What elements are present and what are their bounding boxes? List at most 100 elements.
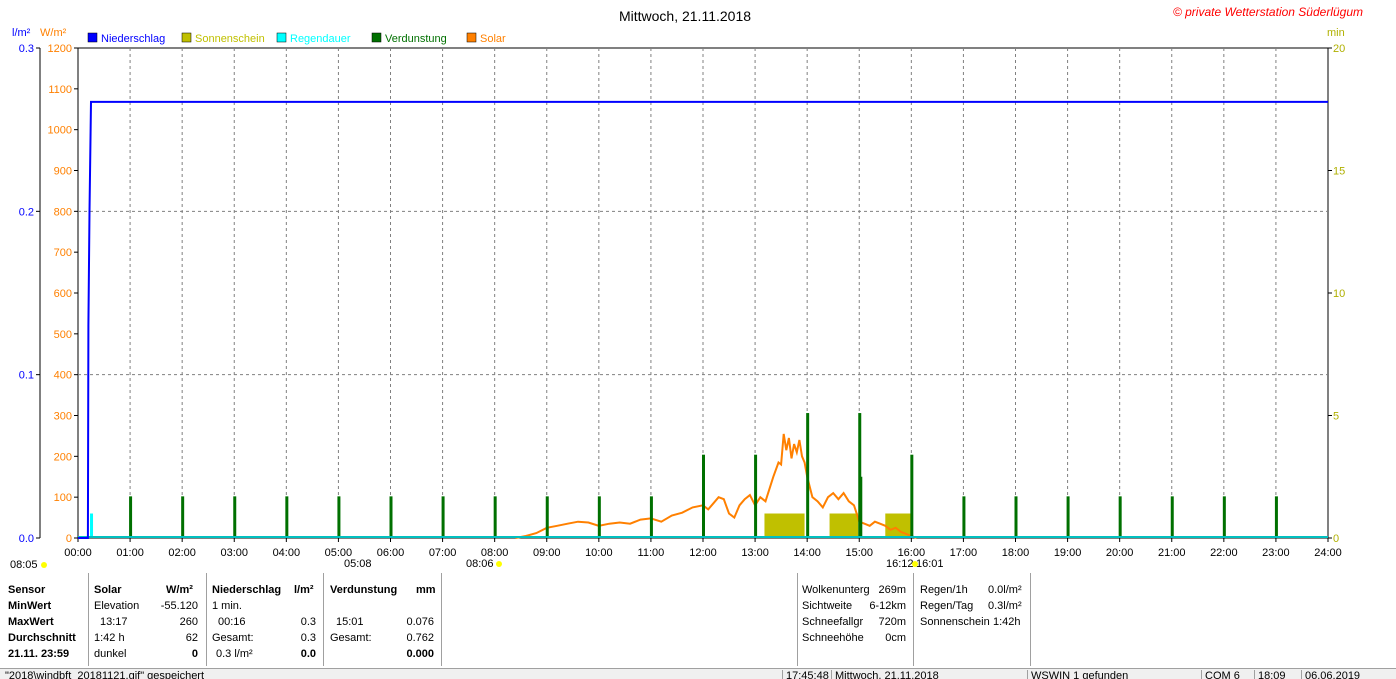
sunshine-label: Sonnenschein: [920, 616, 990, 628]
x-tick-label: 11:00: [638, 547, 665, 559]
divider: [323, 573, 324, 666]
x-tick-label: 00:00: [64, 547, 92, 559]
y-axis-left: 0.0 0.1 0.2 0.3 0 100 200 300 400 500 600 700 800 900…: [19, 43, 78, 545]
evaporation-bar: [649, 496, 653, 538]
rain-tick-label: 0.2: [19, 206, 34, 218]
rain-max-value: 0.3: [300, 616, 316, 628]
sunset-right-label: 16:01: [916, 558, 944, 570]
visibility-value: 6-12km: [869, 600, 906, 612]
rain-now-value: 0.0: [300, 648, 316, 660]
solar-tick-label: 400: [54, 370, 72, 382]
sunrise-sun-icon: [41, 562, 47, 568]
x-tick-label: 14:00: [793, 547, 821, 559]
evaporation-bar: [1170, 496, 1174, 538]
minutes-tick-label: 5: [1333, 411, 1339, 423]
rain-duration-bar: [90, 513, 94, 538]
evaporation-bar: [1014, 496, 1018, 538]
legend-swatch: [181, 32, 192, 43]
evaporation-heading: Verdunstung: [330, 584, 398, 596]
x-tick-label: 01:00: [116, 547, 144, 559]
divider: [797, 573, 798, 666]
evaporation-bar: [129, 496, 133, 538]
x-tick-label: 19:00: [1054, 547, 1082, 559]
sunrise-label: 08:05: [10, 559, 38, 571]
maxwert-label: MaxWert: [8, 616, 54, 628]
sensor-heading: Sensor: [8, 584, 46, 596]
rain-tick-label: 0.0: [19, 533, 34, 545]
solar-avg-time: 1:42 h: [94, 632, 125, 644]
status-port: COM 6: [1201, 670, 1240, 679]
status-today: 06.06.2019: [1301, 670, 1360, 679]
solar-tick-label: 500: [54, 329, 72, 341]
minutes-tick-label: 15: [1333, 166, 1345, 178]
evaporation-bar: [1118, 496, 1122, 538]
sunshine-block: [764, 513, 805, 538]
minutes-tick-label: 0: [1333, 533, 1339, 545]
solar-min-label: Elevation: [94, 600, 140, 612]
legend-swatch: [371, 32, 382, 43]
evaporation-bar: [962, 496, 966, 538]
status-device: WSWIN 1 gefunden: [1027, 670, 1128, 679]
sunshine-value: 1:42h: [993, 616, 1021, 628]
solar-min-value: -55.120: [160, 600, 198, 612]
rain-day-label: Regen/Tag: [920, 600, 974, 612]
snow-depth-label: Schneehöhe: [802, 632, 864, 644]
evaporation-bar: [389, 496, 393, 538]
evaporation-now-value: 0.000: [406, 648, 434, 660]
rain-tick-label: 0.1: [19, 370, 34, 382]
status-message: "2018\windbft_20181121.gif" gespeichert: [5, 670, 205, 679]
evaporation-bar: [337, 496, 341, 538]
sunshine-block: [829, 513, 859, 538]
divider: [206, 573, 207, 666]
rain-total-label: Gesamt:: [212, 632, 254, 644]
other-marker-label: 05:08: [344, 558, 372, 570]
evaporation-bar: [493, 496, 497, 538]
status-bar: "2018\windbft_20181121.gif" gespeichert …: [0, 668, 1396, 679]
x-tick-label: 10:00: [585, 547, 613, 559]
legend-label: Sonnenschein: [195, 33, 265, 45]
x-tick-label: 21:00: [1158, 547, 1186, 559]
x-tick-label: 07:00: [429, 547, 457, 559]
legend-swatch: [466, 32, 477, 43]
x-tick-label: 17:00: [950, 547, 978, 559]
x-tick-label: 09:00: [533, 547, 561, 559]
evaporation-bar: [1222, 496, 1226, 538]
evaporation-bar: [702, 454, 705, 538]
evaporation-bar: [754, 454, 758, 538]
evaporation-unit: mm: [416, 584, 436, 596]
precipitation-line: [78, 100, 1328, 539]
solar-tick-label: 1200: [48, 43, 72, 55]
x-tick-label: 24:00: [1314, 547, 1342, 559]
sunrise-bottom-sun-icon: [496, 561, 502, 567]
divider: [88, 573, 89, 666]
rain-unit-label: l/m²: [12, 27, 31, 39]
weather-chart: Mittwoch, 21.11.2018 © private Wettersta…: [10, 5, 1363, 571]
solar-tick-label: 1100: [48, 84, 72, 96]
snowfall-limit-value: 720m: [878, 616, 906, 628]
snow-depth-value: 0cm: [885, 632, 906, 644]
solar-unit-label: W/m²: [40, 27, 67, 39]
status-clock: 18:09: [1254, 670, 1286, 679]
divider: [441, 573, 442, 666]
minutes-tick-label: 10: [1333, 288, 1345, 300]
evaporation-max-time: 15:01: [336, 616, 364, 628]
minwert-label: MinWert: [8, 600, 52, 612]
x-tick-label: 15:00: [845, 547, 873, 559]
evaporation-bar: [545, 496, 549, 538]
evaporation-bar: [1066, 496, 1070, 538]
rain-day-value: 0.3l/m²: [988, 600, 1022, 612]
evaporation-bar: [858, 413, 862, 538]
sunrise-bottom-label: 08:06: [466, 558, 494, 570]
x-tick-label: 02:00: [168, 547, 196, 559]
evaporation-bar: [597, 496, 601, 538]
x-tick-label: 03:00: [220, 547, 248, 559]
rain-total-value: 0.3: [300, 632, 316, 644]
y-axis-right: 0 5 10 15 20: [1328, 43, 1345, 545]
sunset-label: 16:12: [886, 558, 914, 570]
evaporation-bar: [181, 496, 185, 538]
rain-now-label: 0.3 l/m²: [216, 648, 253, 660]
minutes-tick-label: 20: [1333, 43, 1345, 55]
solar-tick-label: 200: [54, 451, 72, 463]
sunset-sun-icon: [912, 561, 918, 567]
rain-unit: l/m²: [294, 584, 314, 596]
